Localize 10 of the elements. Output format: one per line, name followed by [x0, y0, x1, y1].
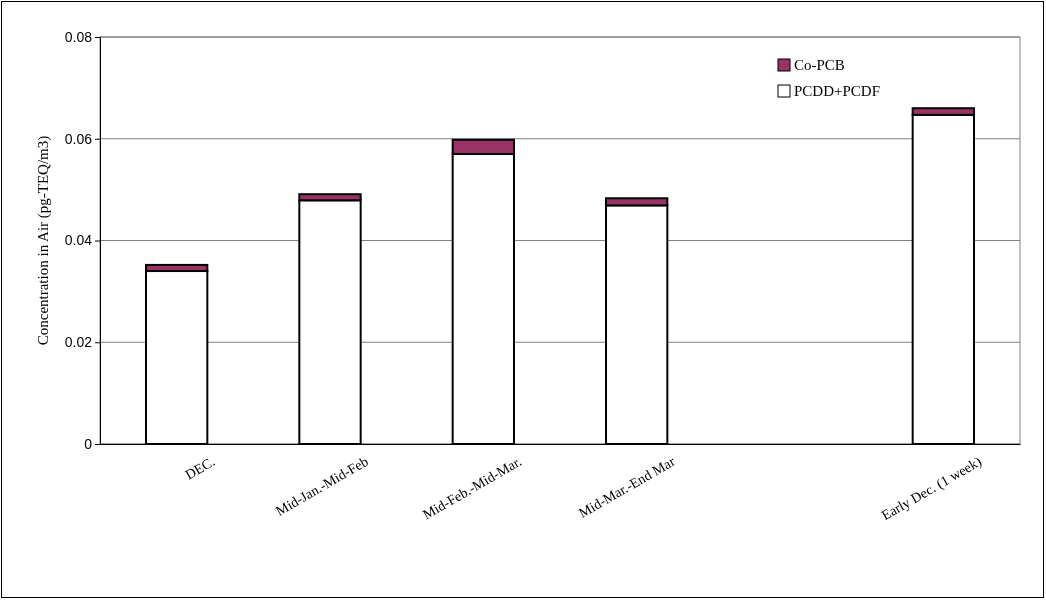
y-tick-label: 0.08 [64, 28, 93, 45]
y-tick-label: 0.04 [64, 232, 93, 249]
legend-label: PCDD+PCDF [794, 83, 880, 99]
y-tick-label: 0 [84, 435, 93, 452]
y-tick-label: 0.06 [64, 130, 93, 147]
legend-label: Co-PCB [794, 57, 845, 73]
x-tick-label: DEC. [182, 453, 218, 483]
x-tick-label: Early Dec. (1 week) [878, 453, 985, 525]
y-axis-title: Concentration in Air (pg-TEQ/m3) [35, 135, 52, 346]
y-tick-label: 0.02 [64, 334, 93, 351]
